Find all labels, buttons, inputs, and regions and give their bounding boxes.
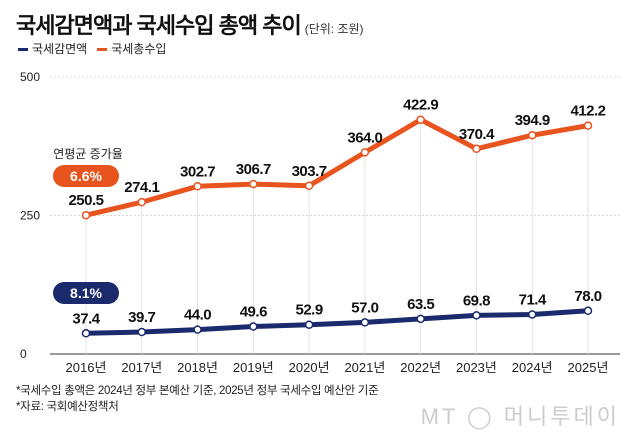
data-label: 412.2 <box>570 103 605 120</box>
unit-label: (단위: 조원) <box>304 22 364 36</box>
legend-label: 국세총수입 <box>111 42 167 56</box>
data-point <box>416 314 425 324</box>
data-point <box>583 306 593 316</box>
growth-rate-label: 연평균 증가율 <box>53 147 123 161</box>
data-label: 274.1 <box>124 179 159 196</box>
data-label: 44.0 <box>184 307 211 324</box>
data-label: 49.6 <box>240 304 267 321</box>
legend-label: 국세감면액 <box>32 42 88 56</box>
data-label: 302.7 <box>180 163 215 180</box>
x-tick-label: 2021년 <box>344 360 385 375</box>
data-label: 37.4 <box>72 310 100 327</box>
source-note: *자료: 국회예산정책처 <box>16 401 119 413</box>
data-point <box>583 121 593 130</box>
x-tick-label: 2022년 <box>400 360 441 375</box>
data-label: 78.0 <box>574 288 601 305</box>
x-tick-label: 2023년 <box>456 360 497 375</box>
x-tick-label: 2024년 <box>512 360 553 375</box>
data-label: 71.4 <box>519 291 547 308</box>
data-point <box>527 130 537 140</box>
series-line-1 <box>85 117 589 218</box>
data-point <box>416 115 425 124</box>
footnote: *국세수입 총액은 2024년 정부 본예산 기준, 2025년 정부 국세수입… <box>16 385 379 397</box>
legend-swatch <box>18 48 28 52</box>
data-point <box>527 310 537 319</box>
data-label: 370.4 <box>459 126 495 143</box>
data-point <box>193 325 202 334</box>
data-label: 69.8 <box>463 292 490 309</box>
legend-item-reduction: 국세감면액 <box>18 40 87 57</box>
logo: MT ◯ 머니투데이 <box>420 404 620 429</box>
data-point <box>81 210 91 220</box>
legend: 국세감면액 국세총수입 <box>18 40 166 57</box>
legend-swatch <box>97 48 108 52</box>
data-point <box>472 144 481 154</box>
x-tick-label: 2025년 <box>568 360 609 375</box>
data-point <box>249 322 258 331</box>
x-tick-label: 2017년 <box>121 360 162 375</box>
data-point <box>137 327 147 337</box>
growth-badge-text: 6.6% <box>70 168 102 184</box>
data-label: 394.9 <box>515 112 550 129</box>
y-tick-label: 500 <box>20 70 40 84</box>
data-point <box>249 179 258 189</box>
data-label: 52.9 <box>296 302 323 319</box>
data-label: 306.7 <box>236 161 271 178</box>
data-label: 39.7 <box>128 309 155 326</box>
data-point <box>81 329 91 338</box>
data-label: 250.5 <box>68 192 103 209</box>
y-tick-label: 0 <box>20 347 27 361</box>
data-label: 364.0 <box>347 129 382 146</box>
title-text: 국세감면액과 국세수입 총액 추이 <box>16 13 302 38</box>
data-point <box>137 197 147 207</box>
data-label: 63.5 <box>407 296 434 313</box>
data-point <box>193 182 202 191</box>
data-point <box>360 148 370 157</box>
chart-title: 국세감면액과 국세수입 총액 추이 (단위: 조원) <box>16 8 364 40</box>
x-tick-label: 2019년 <box>233 360 274 375</box>
x-tick-label: 2018년 <box>177 360 218 375</box>
x-tick-label: 2020년 <box>289 360 330 375</box>
y-tick-label: 250 <box>20 209 40 223</box>
x-tick-label: 2016년 <box>66 360 107 375</box>
data-point <box>472 311 481 320</box>
data-label: 422.9 <box>403 97 438 114</box>
series-line-0 <box>85 308 589 336</box>
data-point <box>304 320 314 329</box>
data-label: 303.7 <box>292 163 327 180</box>
legend-item-revenue: 국세총수입 <box>97 40 166 57</box>
data-point <box>304 181 314 191</box>
data-point <box>360 318 370 327</box>
growth-badge-text: 8.1% <box>70 285 102 301</box>
growth-badge <box>53 282 119 304</box>
growth-badge <box>53 165 119 187</box>
data-label: 57.0 <box>351 299 378 316</box>
